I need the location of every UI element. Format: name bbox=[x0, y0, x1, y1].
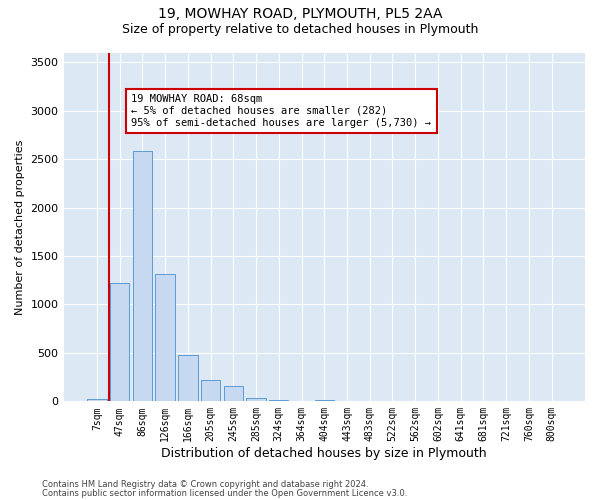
Text: Contains public sector information licensed under the Open Government Licence v3: Contains public sector information licen… bbox=[42, 488, 407, 498]
Bar bbox=[178, 355, 197, 402]
Bar bbox=[247, 398, 266, 402]
Text: 19 MOWHAY ROAD: 68sqm
← 5% of detached houses are smaller (282)
95% of semi-deta: 19 MOWHAY ROAD: 68sqm ← 5% of detached h… bbox=[131, 94, 431, 128]
Y-axis label: Number of detached properties: Number of detached properties bbox=[15, 139, 25, 314]
X-axis label: Distribution of detached houses by size in Plymouth: Distribution of detached houses by size … bbox=[161, 447, 487, 460]
Text: Contains HM Land Registry data © Crown copyright and database right 2024.: Contains HM Land Registry data © Crown c… bbox=[42, 480, 368, 489]
Text: Size of property relative to detached houses in Plymouth: Size of property relative to detached ho… bbox=[122, 22, 478, 36]
Text: 19, MOWHAY ROAD, PLYMOUTH, PL5 2AA: 19, MOWHAY ROAD, PLYMOUTH, PL5 2AA bbox=[158, 8, 442, 22]
Bar bbox=[155, 274, 175, 402]
Bar bbox=[314, 400, 334, 402]
Bar bbox=[87, 399, 107, 402]
Bar bbox=[201, 380, 220, 402]
Bar bbox=[224, 386, 243, 402]
Bar bbox=[269, 400, 289, 402]
Bar bbox=[110, 283, 130, 402]
Bar bbox=[133, 152, 152, 402]
